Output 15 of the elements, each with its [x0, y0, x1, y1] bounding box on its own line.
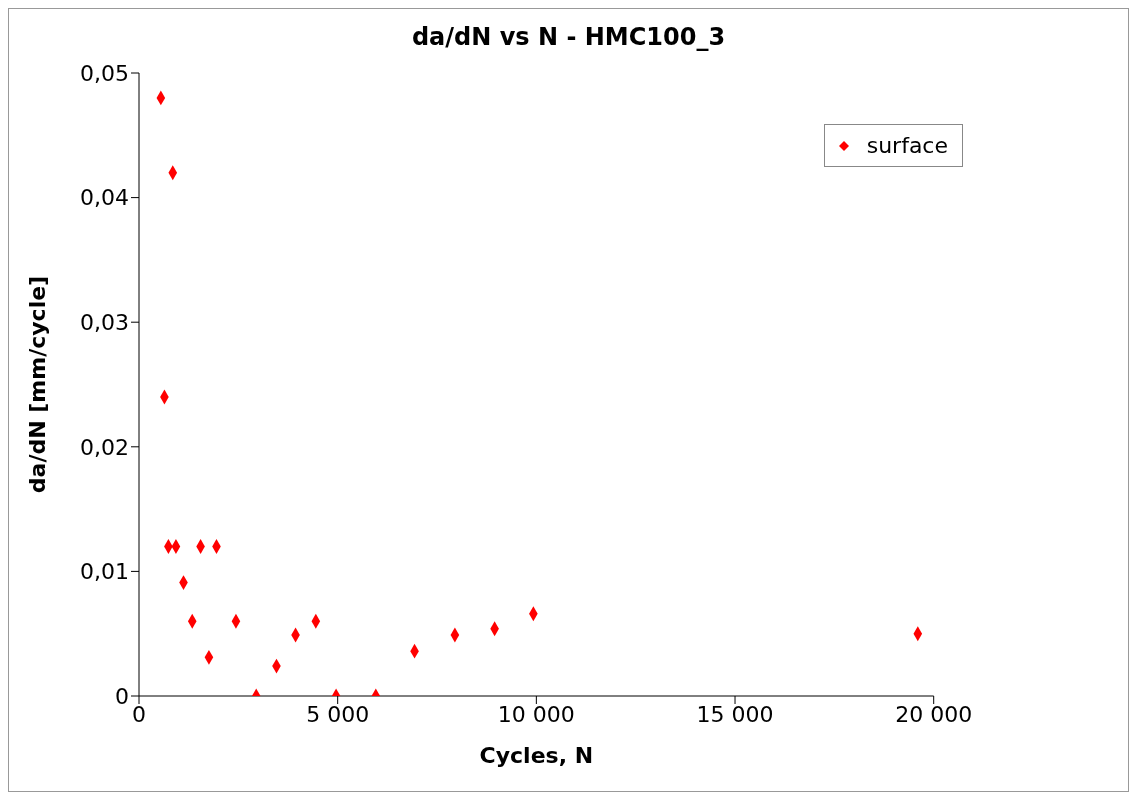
- x-tick-label: 0: [132, 701, 146, 727]
- x-axis-title: Cycles, N: [479, 743, 594, 768]
- y-tick-label: 0,01: [80, 559, 129, 585]
- y-tick-label: 0: [115, 683, 129, 709]
- y-tick-label: 0,04: [80, 185, 129, 211]
- legend-label: surface: [866, 133, 948, 158]
- y-axis-title: da/dN [mm/cycle]: [24, 275, 50, 494]
- x-tick-label: 10 000: [497, 701, 575, 727]
- chart-title: da/dN vs N - HMC100_3: [410, 23, 727, 51]
- y-tick-label: 0,03: [80, 310, 129, 336]
- x-tick-label: 15 000: [696, 701, 774, 727]
- y-tick-label: 0,05: [80, 60, 129, 86]
- y-tick-label: 0,02: [80, 434, 129, 460]
- x-tick-label: 5 000: [306, 701, 370, 727]
- x-tick-label: 20 000: [895, 701, 973, 727]
